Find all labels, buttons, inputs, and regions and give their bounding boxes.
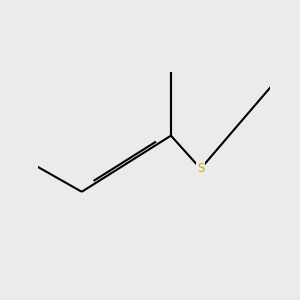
Text: S: S	[197, 162, 204, 175]
